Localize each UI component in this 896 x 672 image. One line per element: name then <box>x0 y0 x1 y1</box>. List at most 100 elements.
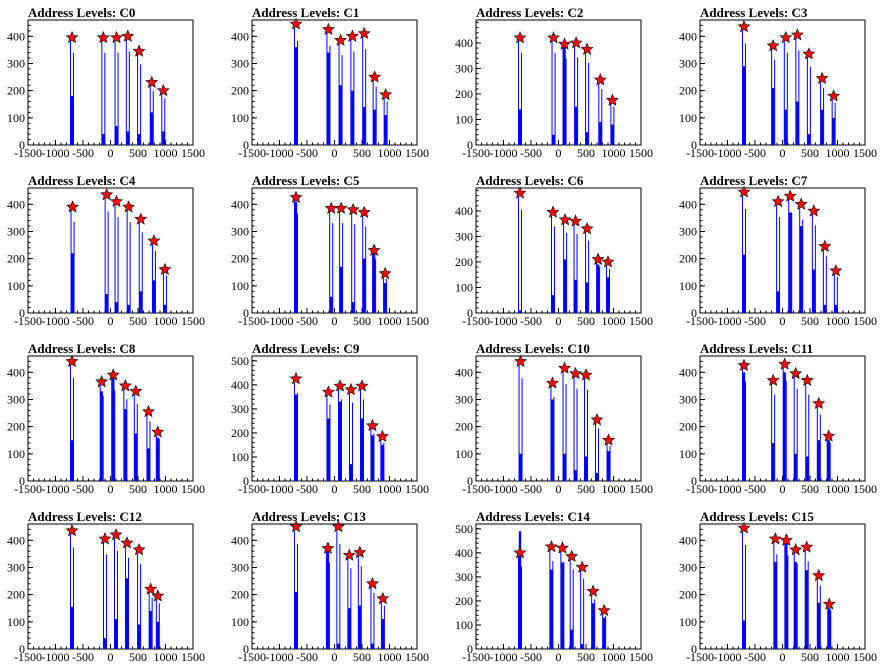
peak-marker <box>586 584 600 597</box>
peak-marker <box>289 372 303 385</box>
peak-marker <box>827 89 841 102</box>
y-tick-label: 0 <box>243 474 249 488</box>
x-tick-label: -1000 <box>42 482 70 496</box>
x-tick-label: -1000 <box>266 482 294 496</box>
peak-marker <box>580 222 594 235</box>
histogram-bar <box>785 534 788 649</box>
plot-frame <box>251 523 418 650</box>
histogram-bar <box>519 453 522 481</box>
peak-marker <box>342 548 356 561</box>
peak-marker <box>333 379 347 392</box>
x-tick-label: 1000 <box>602 314 626 328</box>
histogram-bar <box>137 134 141 145</box>
peak-marker <box>353 545 367 559</box>
y-tick-label: 200 <box>455 87 473 101</box>
x-tick-label: 500 <box>129 146 147 160</box>
plot-frame <box>699 523 866 650</box>
peak-marker <box>815 71 829 84</box>
panel-10: Address Levels: C10 0 100 200 300 400 -1500 -10… <box>455 341 653 496</box>
x-tick-label: -1000 <box>266 146 294 160</box>
histogram-bar <box>351 90 354 145</box>
histogram-bar <box>163 304 167 313</box>
peak-marker <box>321 541 335 554</box>
histogram-bar <box>126 131 130 145</box>
peak-marker <box>597 603 611 617</box>
histogram-bar <box>137 624 141 649</box>
histogram-bar <box>327 418 330 481</box>
histogram-bar <box>115 302 118 313</box>
y-tick-label: 200 <box>7 420 25 434</box>
x-tick-label: -500 <box>296 650 318 664</box>
peak-marker <box>158 262 172 276</box>
y-tick-label: 400 <box>7 365 25 379</box>
peak-marker <box>602 433 616 446</box>
histogram-bar <box>806 456 809 481</box>
x-tick-label: -1500 <box>14 314 42 328</box>
x-tick-label: 0 <box>108 314 114 328</box>
histogram-bar <box>585 132 589 145</box>
histogram-bar <box>150 112 153 145</box>
panel-title: Address Levels: C6 <box>476 173 584 188</box>
y-tick-label: 100 <box>679 111 697 125</box>
y-tick-label: 200 <box>7 84 25 98</box>
panel-6: Address Levels: C6 0 100 200 300 400 -1500 -100… <box>455 173 653 328</box>
peak-marker <box>737 521 751 534</box>
x-tick-label: 1000 <box>826 146 850 160</box>
histogram-bar <box>371 643 374 649</box>
peak-marker <box>144 582 158 595</box>
peak-marker <box>110 194 124 208</box>
y-tick-label: 100 <box>7 447 25 461</box>
x-tick-label: -1500 <box>14 650 42 664</box>
x-tick-label: -1000 <box>490 650 518 664</box>
panel-7: Address Levels: C7 0 100 200 300 400 -1500 -100… <box>679 173 877 328</box>
y-tick-label: 100 <box>7 279 25 293</box>
histogram-bar <box>339 85 342 145</box>
histogram-bar <box>832 117 835 145</box>
y-tick-label: 200 <box>231 426 249 440</box>
x-tick-label: -1500 <box>14 146 42 160</box>
histogram-bar <box>596 264 600 313</box>
panel-title: Address Levels: C7 <box>700 173 808 188</box>
peak-marker <box>379 87 393 101</box>
histogram-bar <box>563 259 567 313</box>
x-tick-label: 0 <box>332 146 338 160</box>
histogram-bar <box>105 293 108 313</box>
x-tick-label: -500 <box>296 314 318 328</box>
panel-title: Address Levels: C14 <box>476 509 590 524</box>
x-tick-label: -1500 <box>462 482 490 496</box>
y-tick-label: 400 <box>679 533 697 547</box>
x-tick-label: 0 <box>332 482 338 496</box>
y-tick-label: 400 <box>455 365 473 379</box>
y-tick-label: 200 <box>455 594 473 608</box>
peak-marker <box>802 47 816 60</box>
y-tick-label: 300 <box>7 56 25 70</box>
x-tick-label: 1000 <box>154 314 178 328</box>
y-tick-label: 100 <box>231 279 249 293</box>
x-tick-label: 500 <box>129 314 147 328</box>
peak-marker <box>822 429 836 442</box>
x-tick-label: 1000 <box>826 650 850 664</box>
peak-marker <box>375 429 389 443</box>
y-tick-label: 400 <box>231 197 249 211</box>
x-tick-label: 0 <box>780 482 786 496</box>
peak-marker <box>569 214 583 227</box>
x-tick-label: 500 <box>129 650 147 664</box>
histogram-bar <box>372 245 376 313</box>
plot-frame <box>475 19 642 146</box>
peak-marker <box>514 354 528 367</box>
x-tick-label: -500 <box>296 146 318 160</box>
panel-title: Address Levels: C10 <box>476 341 590 356</box>
y-tick-label: 0 <box>691 474 697 488</box>
plot-frame <box>27 187 194 314</box>
histogram-bar <box>742 254 746 313</box>
histogram-bar <box>125 578 129 649</box>
panel-title: Address Levels: C12 <box>28 509 142 524</box>
peak-marker <box>289 190 303 204</box>
histogram-bar <box>771 442 775 481</box>
peak-marker <box>605 93 619 106</box>
x-tick-label: 1500 <box>405 314 429 328</box>
histogram-bar <box>602 617 606 649</box>
y-tick-label: 400 <box>455 204 473 218</box>
x-tick-label: 0 <box>780 146 786 160</box>
y-tick-label: 200 <box>231 84 249 98</box>
